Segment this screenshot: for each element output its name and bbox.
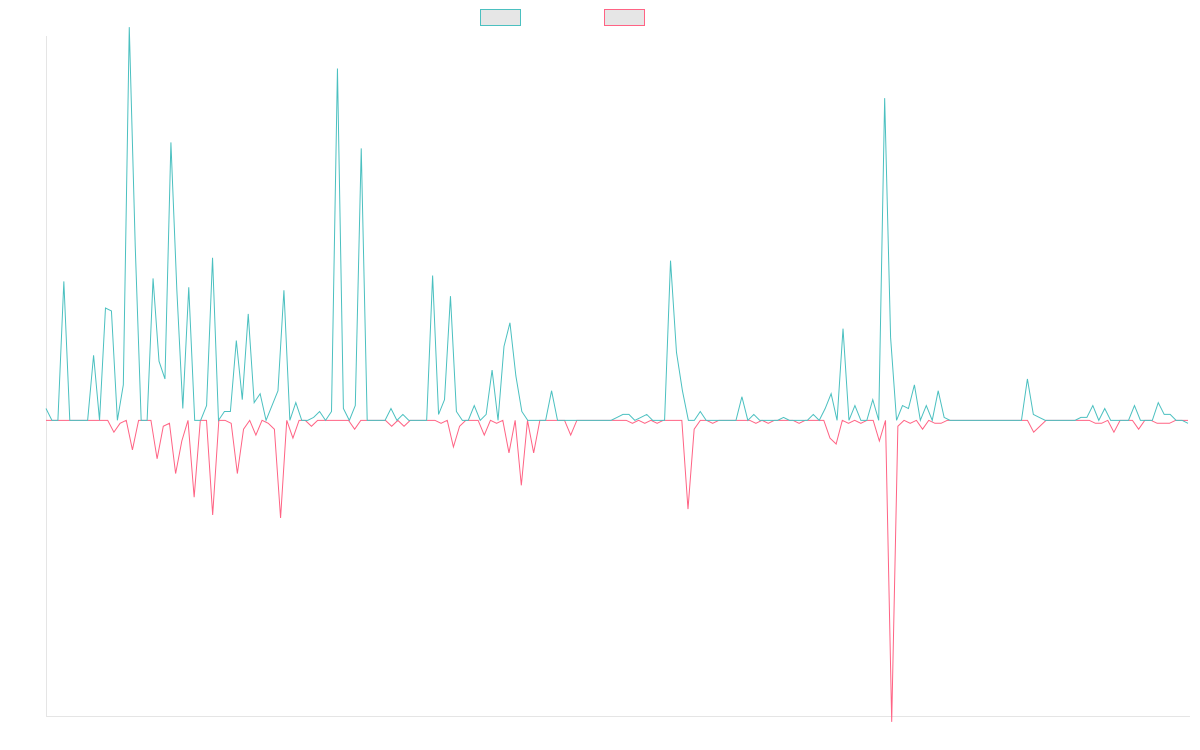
- legend-swatch-series-1: [480, 9, 521, 26]
- legend-item-series-1[interactable]: [480, 9, 521, 26]
- series-layer: [45, 27, 1189, 722]
- legend-item-series-2[interactable]: [604, 9, 645, 26]
- legend-swatch-series-2: [604, 9, 645, 26]
- legend: [480, 9, 645, 26]
- axes: [46, 36, 1190, 717]
- series-line-2: [46, 419, 1188, 722]
- series-line-1: [45, 27, 1189, 424]
